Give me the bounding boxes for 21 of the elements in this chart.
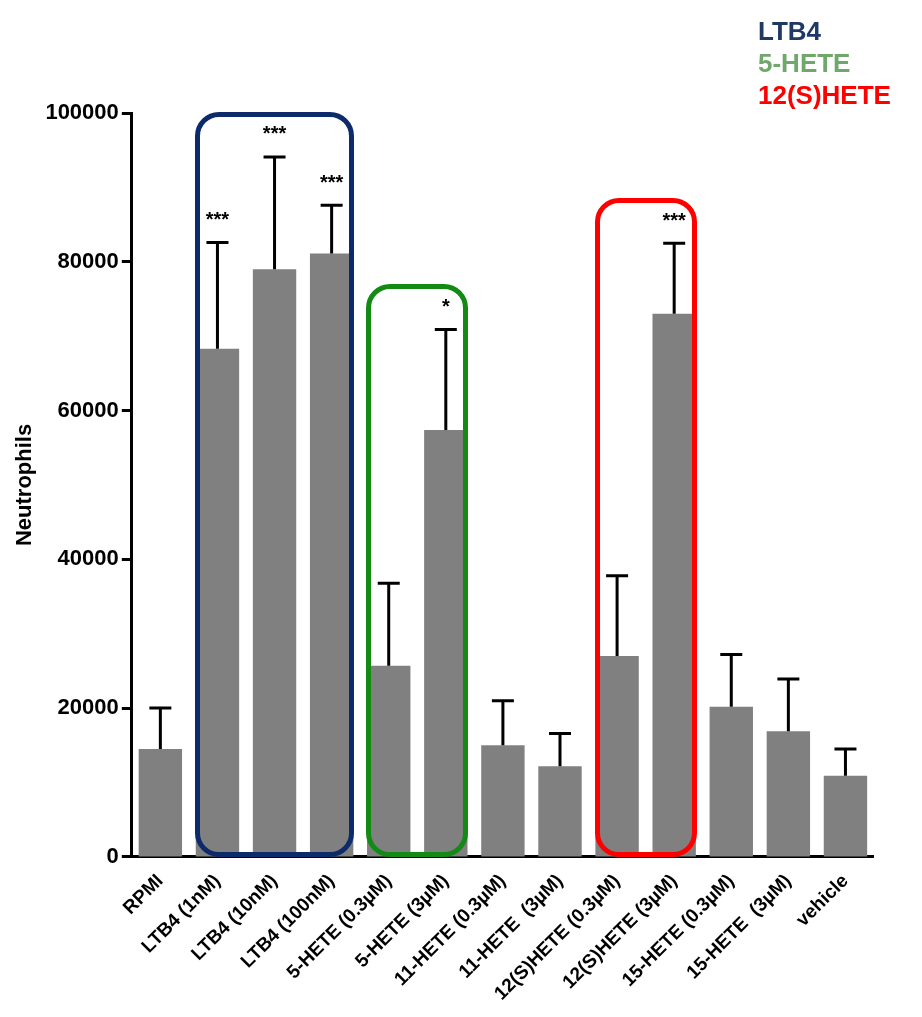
y-tick-label: 80000 [57,247,119,273]
y-tick-label: 60000 [57,396,119,422]
annotation: *** [205,207,230,230]
bar [823,775,868,857]
bar [766,731,811,857]
annotation: *** [262,122,287,145]
text: LTB4 [758,16,822,47]
y-tick-label: 100000 [45,99,119,125]
bar [709,706,753,857]
text: 12(S)HETE [758,80,891,111]
annotation: *** [319,170,344,193]
annotation: * [441,294,450,317]
annotation: *** [662,208,687,231]
y-tick-label: 20000 [57,694,119,720]
bar [481,745,525,857]
y-tick-label: 40000 [57,545,119,571]
y-tick-label: 0 [106,842,119,868]
y-axis-title: Neutrophils [11,423,37,547]
bar [138,749,183,857]
text: 5-HETE [758,48,851,79]
bar [538,766,582,857]
